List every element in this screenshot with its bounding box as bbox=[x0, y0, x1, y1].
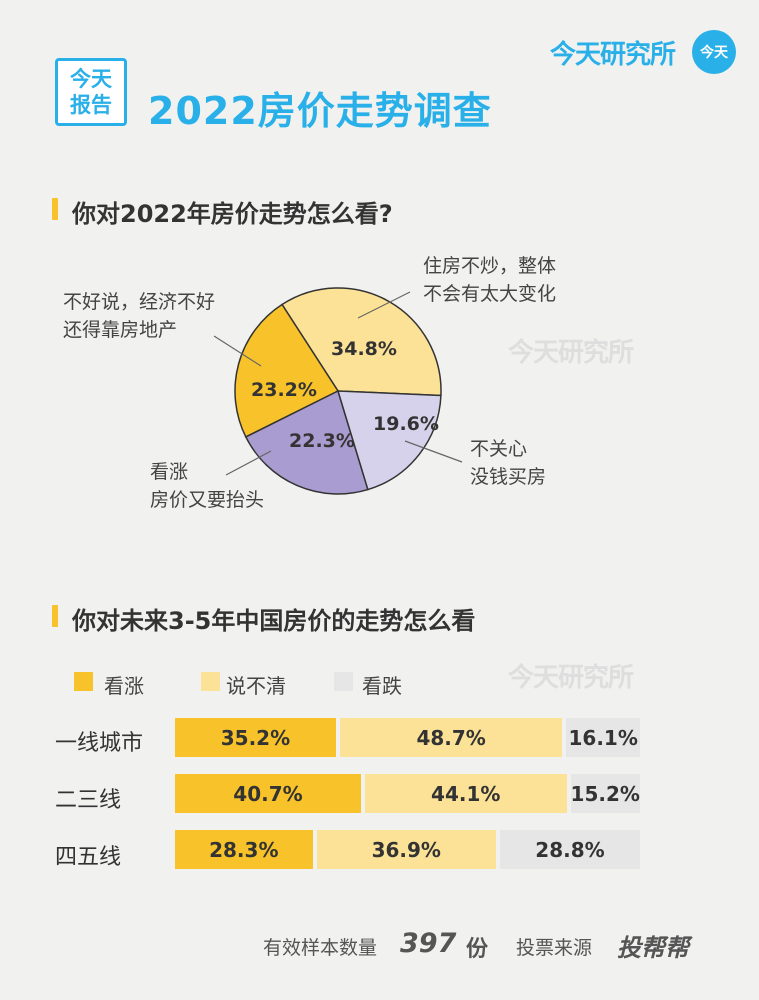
bar-segment-0-2: 16.1% bbox=[566, 718, 640, 757]
pie-slice-label-3-line2: 还得靠房地产 bbox=[63, 319, 178, 341]
bar-segment-1-1: 44.1% bbox=[364, 774, 567, 813]
legend-swatch-up bbox=[74, 672, 93, 691]
pie-slice-3 bbox=[234, 303, 340, 438]
bar-row-1: 40.7% 44.1% 15.2% bbox=[175, 774, 640, 813]
source-name: 投帮帮 bbox=[617, 934, 689, 962]
pie-slice-label-0-line2: 不会有太大变化 bbox=[423, 283, 557, 305]
bar-segment-2-2: 28.8% bbox=[499, 830, 640, 869]
pie-value-label-3: 23.2% bbox=[251, 379, 317, 401]
category-label-0: 一线城市 bbox=[55, 731, 144, 756]
pie-slice-label-2-line2: 房价又要抬头 bbox=[150, 489, 265, 511]
pie-slice-label-3-line1: 不好说，经济不好 bbox=[63, 291, 216, 313]
pie-leader-line-3 bbox=[213, 335, 262, 367]
bar-segment-0-1: 48.7% bbox=[339, 718, 563, 757]
legend-label-down: 看跌 bbox=[362, 674, 402, 698]
legend-swatch-down bbox=[334, 672, 353, 691]
pie-slice-label-0-line1: 住房不炒，整体 bbox=[423, 255, 557, 277]
section-title-2: 你对未来3-5年中国房价的走势怎么看 bbox=[72, 607, 476, 635]
pie-value-label-2: 22.3% bbox=[289, 430, 355, 452]
source-label: 投票来源 bbox=[516, 937, 593, 959]
sample-label: 有效样本数量 bbox=[263, 937, 378, 959]
pie-slice-2 bbox=[244, 389, 369, 495]
bar-segment-1-2: 15.2% bbox=[570, 774, 640, 813]
pie-value-label-1: 19.6% bbox=[373, 413, 439, 435]
pie-slice-label-1-line2: 没钱买房 bbox=[470, 466, 547, 488]
pie-slice-label-3: 不好说，经济不好 还得靠房地产 bbox=[63, 288, 215, 344]
pie-slice-label-1: 不关心 没钱买房 bbox=[470, 435, 546, 491]
watermark-1: 今天研究所 bbox=[508, 338, 634, 368]
sample-count: 397 bbox=[400, 928, 457, 959]
category-label-1: 二三线 bbox=[55, 788, 122, 813]
category-label-2: 四五线 bbox=[55, 845, 122, 870]
pie-slice-label-0: 住房不炒，整体 不会有太大变化 bbox=[423, 252, 556, 308]
report-logo-line1: 今天 bbox=[70, 67, 112, 91]
bar-segment-0-0: 35.2% bbox=[175, 718, 336, 757]
pie-leader-line-0 bbox=[357, 291, 411, 319]
brand-name: 今天研究所 bbox=[550, 40, 676, 70]
sample-unit: 份 bbox=[466, 937, 489, 962]
bar-row-2: 28.3% 36.9% 28.8% bbox=[175, 830, 640, 869]
pie-slice-1 bbox=[336, 390, 442, 491]
legend-label-up: 看涨 bbox=[104, 674, 144, 698]
legend-swatch-unsure bbox=[201, 672, 220, 691]
page-title: 2022房价走势调查 bbox=[148, 89, 492, 133]
bar-segment-2-0: 28.3% bbox=[175, 830, 313, 869]
brand-badge: 今天 bbox=[692, 30, 736, 74]
bar-segment-1-0: 40.7% bbox=[175, 774, 361, 813]
watermark-2: 今天研究所 bbox=[508, 663, 634, 693]
bar-segment-2-1: 36.9% bbox=[316, 830, 496, 869]
bar-row-0: 35.2% 48.7% 16.1% bbox=[175, 718, 640, 757]
section-marker-2 bbox=[52, 605, 58, 627]
section-marker-1 bbox=[52, 198, 58, 220]
pie-slice-0 bbox=[281, 287, 442, 397]
pie-slice-label-1-line1: 不关心 bbox=[470, 438, 528, 460]
pie-leader-line-2 bbox=[225, 450, 272, 476]
report-logo-line2: 报告 bbox=[70, 93, 112, 117]
pie-value-label-0: 34.8% bbox=[331, 338, 397, 360]
pie-leader-line-1 bbox=[404, 440, 463, 463]
section-title-1: 你对2022年房价走势怎么看? bbox=[72, 200, 393, 228]
pie-slice-label-2: 看涨 房价又要抬头 bbox=[150, 458, 264, 514]
pie-slice-label-2-line1: 看涨 bbox=[150, 461, 189, 483]
legend-label-unsure: 说不清 bbox=[226, 674, 286, 698]
report-logo: 今天 报告 bbox=[55, 58, 127, 126]
